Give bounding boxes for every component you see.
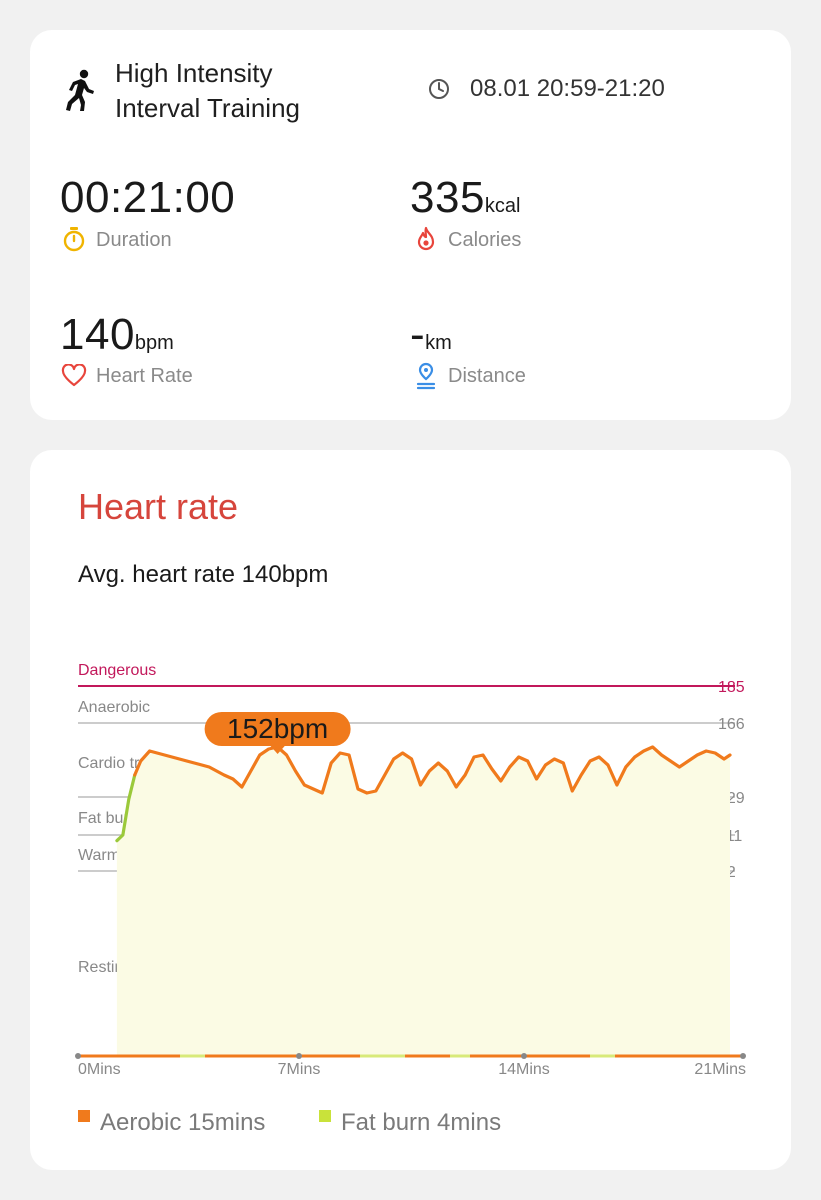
stopwatch-icon <box>62 226 86 252</box>
x-tick-label: 0Mins <box>78 1061 121 1078</box>
x-tick-dot <box>740 1053 746 1059</box>
calories-unit: kcal <box>484 195 521 217</box>
peak-badge <box>204 712 351 746</box>
clock-icon <box>428 78 450 100</box>
calories-value: 335 <box>410 173 485 222</box>
duration-value: 00:21:00 <box>60 173 236 222</box>
x-tick-label: 7Mins <box>278 1061 321 1078</box>
zone-label-dangerous: Dangerous <box>78 662 156 679</box>
location-pin-icon <box>414 362 438 390</box>
x-tick-label: 14Mins <box>498 1061 550 1078</box>
x-tick-dot <box>296 1053 302 1059</box>
peak-badge-pointer <box>269 745 286 754</box>
legend-swatch-fat-burn <box>319 1110 331 1122</box>
distance-value: - <box>410 310 426 359</box>
heart-rate-card: Heart rate Avg. heart rate 140bpm Danger… <box>30 450 791 1170</box>
workout-title-line2: Interval Training <box>115 93 300 123</box>
heart-rate-line-warmup <box>115 773 137 843</box>
legend-fat-burn: Fat burn 4mins <box>341 1109 502 1136</box>
distance-stat: -km <box>410 310 452 360</box>
calories-stat: 335kcal <box>410 173 521 223</box>
heart-rate-value: 140 <box>60 310 135 359</box>
calories-label: Calories <box>448 229 522 251</box>
heart-rate-title: Heart rate <box>78 486 239 527</box>
workout-summary-card: High Intensity Interval Training 08.01 2… <box>30 30 791 420</box>
flame-icon <box>414 226 438 252</box>
peak-badge-label: 152bpm <box>227 713 328 744</box>
distance-unit: km <box>425 332 452 354</box>
heart-rate-area-fill <box>116 747 730 1056</box>
workout-time-range: 08.01 20:59-21:20 <box>470 75 665 102</box>
legend-swatch-aerobic <box>78 1110 90 1122</box>
zone-threshold-166: 166 <box>718 716 745 733</box>
x-tick-dot <box>75 1053 81 1059</box>
running-person-icon <box>60 68 96 114</box>
heart-rate-label: Heart Rate <box>96 365 193 387</box>
duration-label: Duration <box>96 229 172 251</box>
avg-heart-rate: Avg. heart rate 140bpm <box>78 561 329 588</box>
distance-label: Distance <box>448 365 526 387</box>
legend-aerobic: Aerobic 15mins <box>100 1109 266 1136</box>
zone-threshold-185: 185 <box>718 679 745 696</box>
heart-rate-stat: 140bpm <box>60 310 174 360</box>
heart-icon <box>61 363 87 388</box>
zone-label-anaerobic: Anaerobic <box>78 699 150 716</box>
x-tick-label: 21Mins <box>694 1061 746 1078</box>
workout-title-line1: High Intensity <box>115 58 273 88</box>
heart-rate-line <box>133 745 732 795</box>
heart-rate-unit: bpm <box>134 332 174 354</box>
x-tick-dot <box>521 1053 527 1059</box>
